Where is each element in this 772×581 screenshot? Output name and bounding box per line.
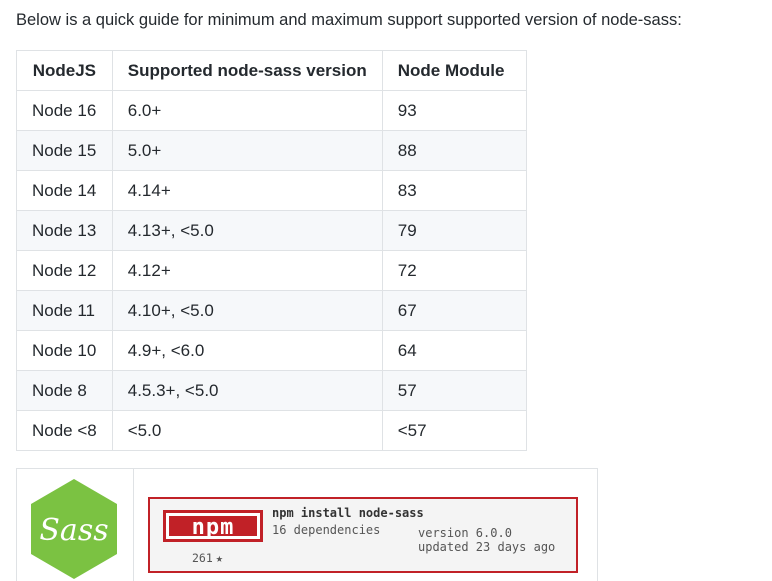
npm-logo: npm — [163, 510, 263, 542]
cell-nodejs: Node 11 — [16, 290, 113, 331]
cell-sass-version: 4.9+, <6.0 — [111, 330, 383, 371]
cell-nodejs: Node 10 — [16, 330, 113, 371]
badges-divider — [133, 469, 134, 581]
table-row: Node 11 4.10+, <5.0 67 — [16, 290, 527, 331]
table-row: Node 15 5.0+ 88 — [16, 130, 527, 171]
cell-node-module: 64 — [381, 330, 527, 371]
cell-nodejs: Node 15 — [16, 130, 113, 171]
sass-logo[interactable]: Sass — [28, 477, 120, 581]
intro-text: Below is a quick guide for minimum and m… — [16, 11, 682, 29]
star-icon: ★ — [215, 551, 224, 565]
cell-nodejs: Node <8 — [16, 410, 113, 451]
cell-node-module: 67 — [381, 290, 527, 331]
cell-sass-version: 4.12+ — [111, 250, 383, 291]
table-row: Node 12 4.12+ 72 — [16, 250, 527, 291]
cell-node-module: 88 — [381, 130, 527, 171]
npm-dependencies: 16 dependencies — [272, 523, 381, 537]
sass-logo-hexagon — [31, 479, 117, 579]
npm-stars: 261 ★ — [192, 551, 223, 565]
cell-sass-version: 4.14+ — [111, 170, 383, 211]
table-row: Node 8 4.5.3+, <5.0 57 — [16, 370, 527, 411]
cell-sass-version: 6.0+ — [111, 90, 383, 131]
header-node-module: Node Module — [381, 50, 527, 91]
npm-logo-text: npm — [192, 515, 235, 540]
cell-nodejs: Node 12 — [16, 250, 113, 291]
table-row: Node 16 6.0+ 93 — [16, 90, 527, 131]
npm-install-command: npm install node-sass — [272, 506, 424, 520]
cell-node-module: 72 — [381, 250, 527, 291]
npm-version: version 6.0.0 — [418, 526, 512, 540]
cell-sass-version: <5.0 — [111, 410, 383, 451]
header-nodejs: NodeJS — [16, 50, 113, 91]
npm-badge[interactable]: npm 261 ★ npm install node-sass 16 depend… — [148, 497, 578, 573]
table-row: Node 10 4.9+, <6.0 64 — [16, 330, 527, 371]
cell-nodejs: Node 16 — [16, 90, 113, 131]
cell-sass-version: 4.13+, <5.0 — [111, 210, 383, 251]
cell-node-module: 79 — [381, 210, 527, 251]
table-row: Node 14 4.14+ 83 — [16, 170, 527, 211]
sass-logo-text: Sass — [39, 513, 108, 548]
cell-sass-version: 5.0+ — [111, 130, 383, 171]
cell-node-module: 57 — [381, 370, 527, 411]
badges-table: Sass npm 261 ★ npm install node-sass 16 d… — [16, 468, 598, 581]
cell-sass-version: 4.10+, <5.0 — [111, 290, 383, 331]
header-supported-version: Supported node-sass version — [111, 50, 383, 91]
cell-nodejs: Node 8 — [16, 370, 113, 411]
cell-nodejs: Node 14 — [16, 170, 113, 211]
cell-nodejs: Node 13 — [16, 210, 113, 251]
cell-node-module: 93 — [381, 90, 527, 131]
npm-star-count: 261 — [192, 551, 213, 565]
cell-node-module: 83 — [381, 170, 527, 211]
cell-node-module: <57 — [381, 410, 527, 451]
node-sass-version-table: NodeJS Supported node-sass version Node … — [16, 50, 527, 451]
table-row: Node 13 4.13+, <5.0 79 — [16, 210, 527, 251]
npm-updated: updated 23 days ago — [418, 540, 556, 554]
table-header-row: NodeJS Supported node-sass version Node … — [16, 50, 527, 91]
cell-sass-version: 4.5.3+, <5.0 — [111, 370, 383, 411]
table-row: Node <8 <5.0 <57 — [16, 410, 527, 451]
